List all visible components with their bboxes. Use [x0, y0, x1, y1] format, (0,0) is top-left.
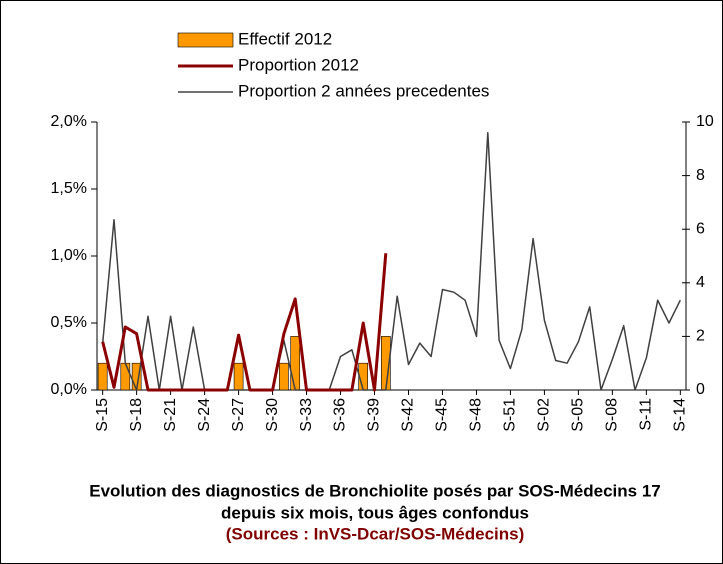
x-tick-label: S-14: [672, 398, 689, 432]
y2-tick-label: 4: [696, 274, 705, 291]
legend-label: Proportion 2 années precedentes: [238, 81, 489, 100]
bar: [97, 362, 108, 391]
line: [101, 253, 388, 392]
y-tick-label: 1,5%: [51, 180, 87, 197]
bar: [290, 336, 301, 391]
y-tick-label: 0,5%: [51, 314, 87, 331]
chart-subtitle: depuis six mois, tous âges confondus: [221, 503, 529, 522]
x-tick-label: S-02: [536, 398, 553, 432]
x-tick-label: S-30: [264, 398, 281, 432]
y2-tick-label: 10: [696, 113, 714, 130]
x-tick-label: S-39: [366, 398, 383, 432]
bar: [279, 362, 289, 391]
y-tick-label: 0,0%: [51, 381, 87, 398]
x-tick-label: S-45: [434, 398, 451, 432]
x-tick-label: S-15: [94, 398, 111, 432]
x-tick-label: S-21: [162, 398, 179, 432]
chart-title: Evolution des diagnostics de Bronchiolit…: [89, 481, 661, 500]
x-tick-label: S-18: [128, 398, 145, 432]
y2-tick-label: 2: [696, 328, 705, 345]
x-tick-label: S-08: [604, 398, 621, 432]
y2-tick-label: 8: [696, 167, 705, 184]
x-tick-label: S-05: [570, 398, 587, 432]
x-tick-label: S-51: [502, 398, 519, 432]
x-tick-label: S-36: [332, 398, 349, 432]
legend-label: Effectif 2012: [238, 29, 332, 48]
legend-label: Proportion 2012: [238, 55, 359, 74]
x-tick-label: S-48: [468, 398, 485, 432]
y2-tick-label: 6: [696, 220, 705, 237]
bar: [233, 362, 244, 391]
x-tick-label: S-27: [230, 398, 247, 432]
line: [101, 131, 681, 391]
x-tick-label: S-11: [638, 398, 655, 431]
x-tick-label: S-33: [298, 398, 315, 432]
y2-tick-label: 0: [696, 381, 705, 398]
chart-source: (Sources : InVS-Dcar/SOS-Médecins): [226, 524, 525, 543]
x-tick-label: S-24: [196, 398, 213, 432]
y-tick-label: 1,0%: [51, 247, 87, 264]
bar: [120, 362, 131, 391]
legend-swatch: [177, 32, 234, 48]
x-tick-label: S-42: [400, 398, 417, 432]
y-tick-label: 2,0%: [51, 113, 87, 130]
